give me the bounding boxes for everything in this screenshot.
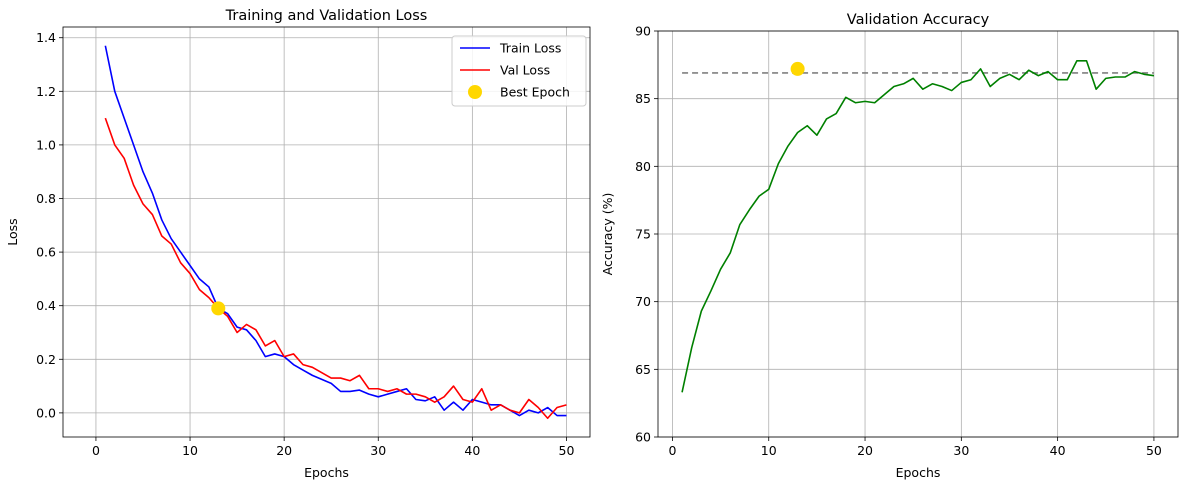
series-line-1	[104, 117, 567, 420]
loss-chart-title: Training and Validation Loss	[225, 8, 428, 24]
loss-y-ticks: 0.0 0.2 0.4 0.6 0.8 1.0 1.2 1.4	[36, 30, 63, 420]
y-tick-label: 65	[635, 362, 651, 377]
legend-best-epoch-label: Best Epoch	[500, 85, 570, 100]
y-tick-label: 0.8	[36, 191, 56, 206]
y-tick-label: 0.6	[36, 245, 56, 260]
accuracy-chart: 0 10 20 30 40 50 60 65 70 75 80 85 90 Validation Ac…	[600, 12, 1179, 480]
x-tick-label: 10	[182, 443, 198, 458]
y-tick-label: 75	[635, 227, 651, 242]
y-tick-label: 80	[635, 159, 651, 174]
loss-x-ticks: 0 10 20 30 40 50	[92, 437, 575, 458]
y-tick-label: 1.4	[36, 30, 56, 45]
x-tick-label: 40	[1050, 443, 1066, 458]
legend-best-epoch-swatch	[468, 85, 482, 99]
best-epoch-marker	[211, 301, 226, 316]
accuracy-grid	[658, 30, 1178, 438]
best-epoch-marker	[790, 61, 805, 76]
x-tick-label: 50	[1146, 443, 1162, 458]
x-tick-label: 20	[857, 443, 873, 458]
y-tick-label: 90	[635, 24, 651, 39]
accuracy-markers	[790, 61, 805, 76]
y-tick-label: 0.0	[36, 405, 56, 420]
x-tick-label: 0	[668, 443, 676, 458]
accuracy-x-ticks: 0 10 20 30 40 50	[668, 437, 1162, 458]
loss-legend: Train Loss Val Loss Best Epoch	[451, 35, 587, 107]
x-tick-label: 30	[370, 443, 386, 458]
accuracy-chart-title: Validation Accuracy	[847, 12, 990, 28]
x-tick-label: 10	[761, 443, 777, 458]
y-tick-label: 0.2	[36, 352, 56, 367]
loss-series	[104, 45, 567, 420]
accuracy-y-ticks: 60 65 70 75 80 85 90	[635, 24, 658, 445]
loss-y-axis-label: Loss	[5, 218, 20, 245]
x-tick-label: 40	[464, 443, 480, 458]
legend-box	[451, 35, 587, 107]
series-line-0	[104, 45, 567, 417]
y-tick-label: 85	[635, 91, 651, 106]
x-tick-label: 0	[92, 443, 100, 458]
accuracy-y-axis-label: Accuracy (%)	[600, 193, 615, 276]
loss-x-axis-label: Epochs	[304, 465, 349, 480]
y-tick-label: 1.0	[36, 137, 56, 152]
y-tick-label: 1.2	[36, 84, 56, 99]
x-tick-label: 50	[559, 443, 575, 458]
y-tick-label: 60	[635, 430, 651, 445]
y-tick-label: 70	[635, 294, 651, 309]
series-line-0	[681, 59, 1155, 393]
loss-chart: 0 10 20 30 40 50 0.0 0.2 0.4 0.6 0.8 1.0 1.2 1.4 Tra…	[5, 8, 591, 480]
legend-train-label: Train Loss	[499, 41, 561, 56]
loss-plot-frame	[62, 26, 591, 438]
legend-val-label: Val Loss	[500, 63, 550, 78]
y-tick-label: 0.4	[36, 298, 56, 313]
accuracy-x-axis-label: Epochs	[896, 465, 941, 480]
loss-markers	[211, 301, 226, 316]
x-tick-label: 30	[953, 443, 969, 458]
accuracy-series	[681, 59, 1155, 393]
x-tick-label: 20	[276, 443, 292, 458]
